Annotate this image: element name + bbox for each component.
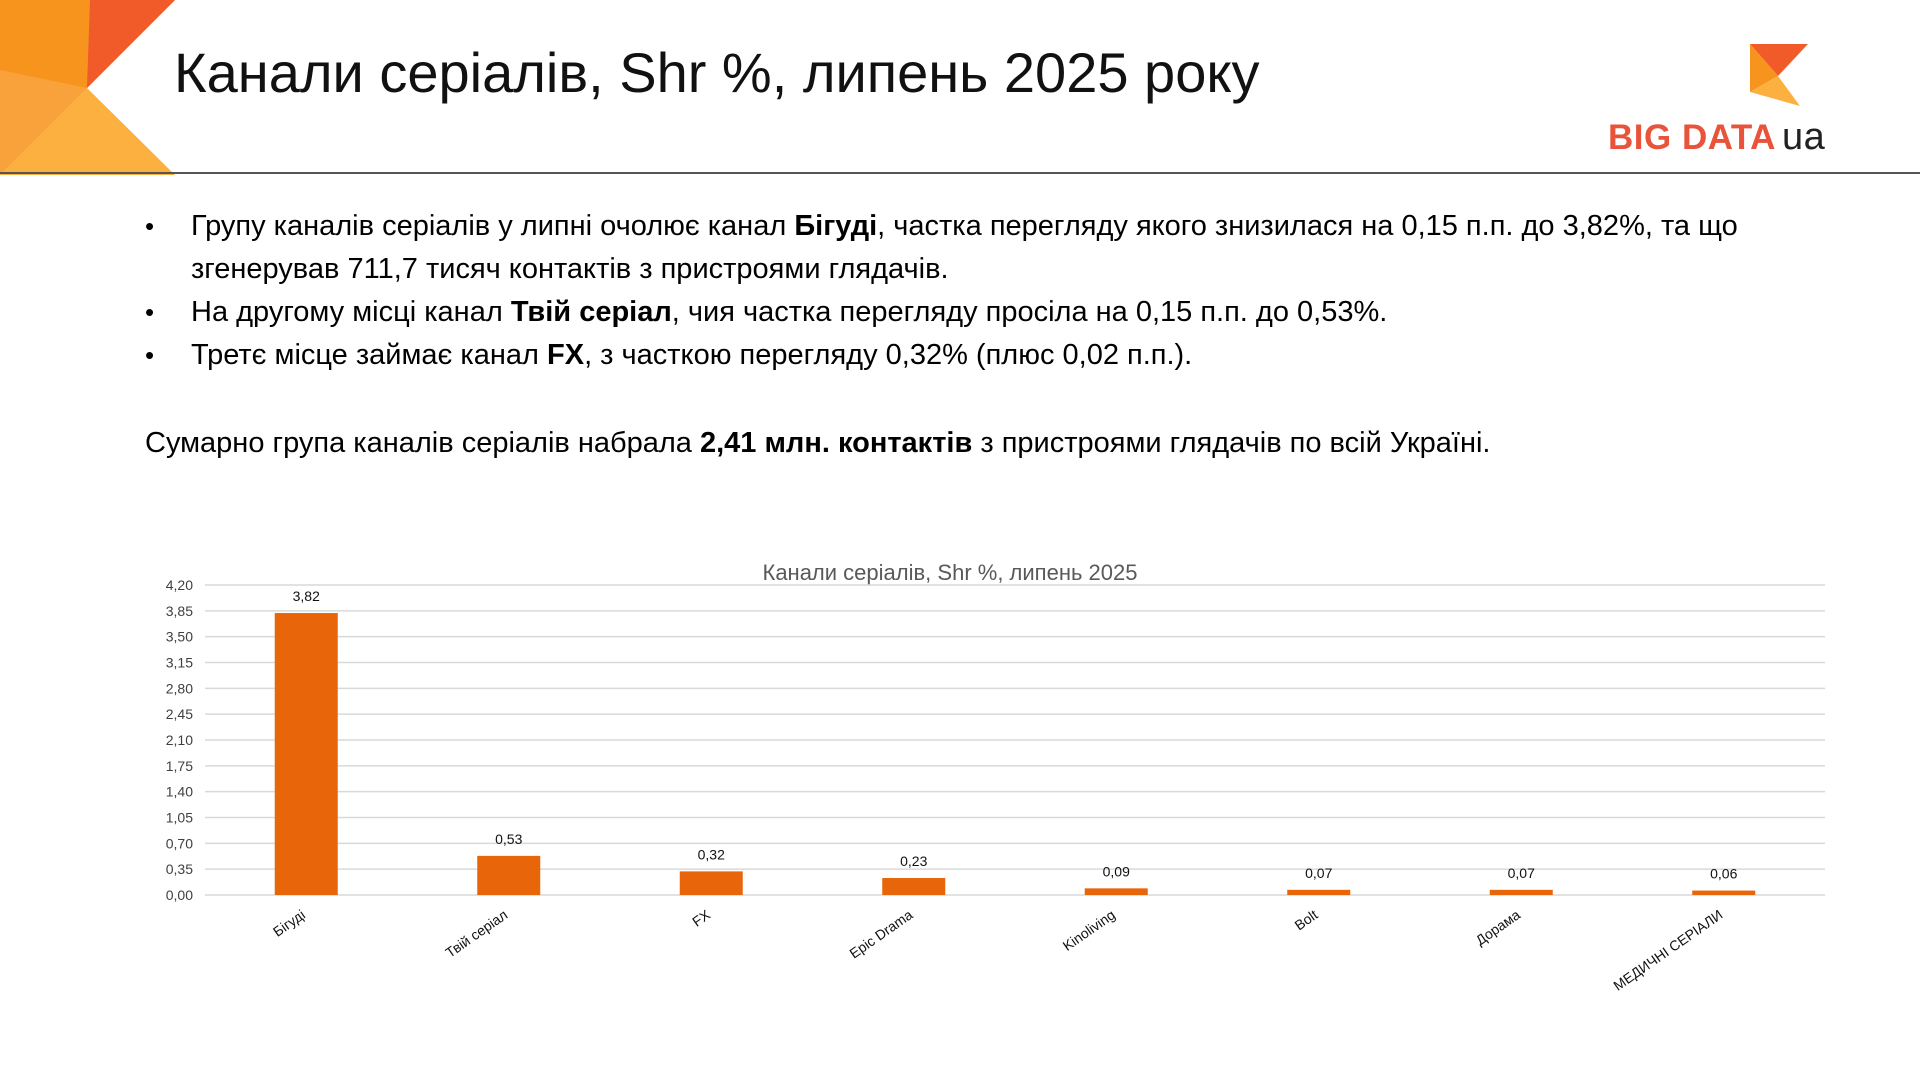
y-tick-label: 3,50 xyxy=(166,629,193,645)
y-tick-label: 2,45 xyxy=(166,706,193,722)
bullet-text: , частка перегляду якого знизилася на 0,… xyxy=(191,210,1738,285)
summary-text: Сумарно група каналів серіалів набрала 2… xyxy=(145,422,1490,465)
y-tick-label: 0,00 xyxy=(166,887,193,903)
bar-value-label: 0,23 xyxy=(900,853,927,869)
x-category-label: Bolt xyxy=(1292,906,1321,933)
bullet-list: Групу каналів серіалів у липні очолює ка… xyxy=(145,205,1785,377)
bullet-item: Третє місце займає канал FX, з часткою п… xyxy=(145,334,1785,377)
summary-post: з пристроями глядачів по всій Україні. xyxy=(972,427,1491,459)
bar-value-label: 0,06 xyxy=(1710,866,1737,882)
y-axis: 0,00 0,35 0,70 1,05 1,40 1,75 2,10 2,45 2,80 3,15… xyxy=(166,577,193,903)
header-divider xyxy=(0,172,1920,174)
bar-value-label: 3,82 xyxy=(293,588,320,604)
x-category-label: Kinoliving xyxy=(1060,906,1118,953)
bar xyxy=(882,878,946,895)
page-title: Канали серіалів, Shr %, липень 2025 року xyxy=(174,41,1260,104)
corner-decoration xyxy=(0,0,175,175)
bar xyxy=(1084,888,1148,895)
summary-pre: Сумарно група каналів серіалів набрала xyxy=(145,427,700,459)
x-category-label: Твій серіал xyxy=(442,906,510,960)
chart-title: Канали серіалів, Shr %, липень 2025 xyxy=(763,560,1138,585)
logo-text-main: BIG DATA xyxy=(1608,118,1776,157)
y-tick-label: 1,05 xyxy=(166,810,193,826)
bar-value-label: 0,07 xyxy=(1305,865,1332,881)
bullet-highlight: Твій серіал xyxy=(510,296,672,328)
chart-grid xyxy=(205,584,1825,896)
bullet-text: , чия частка перегляду просіла на 0,15 п… xyxy=(671,296,1388,328)
y-tick-label: 4,20 xyxy=(166,577,193,593)
bullet-text: , з часткою перегляду 0,32% (плюс 0,02 п… xyxy=(584,339,1193,371)
y-tick-label: 3,85 xyxy=(166,603,193,619)
logo-text-suffix: ua xyxy=(1781,116,1826,158)
y-tick-label: 2,80 xyxy=(166,680,193,696)
bar-value-label: 0,53 xyxy=(495,831,522,847)
x-category-label: Бігуді xyxy=(270,906,308,939)
chart-bars: 3,82 0,53 0,32 0,23 0,09 0,07 0,07 0,06 xyxy=(274,588,1756,895)
bullet-item: Групу каналів серіалів у липні очолює ка… xyxy=(145,205,1785,291)
y-tick-label: 3,15 xyxy=(166,655,193,671)
bullet-highlight: Бігуді xyxy=(794,210,878,242)
y-tick-label: 1,40 xyxy=(166,784,193,800)
bar xyxy=(1489,889,1553,895)
bar-value-label: 0,07 xyxy=(1508,865,1535,881)
bar xyxy=(274,613,338,895)
y-tick-label: 0,35 xyxy=(166,861,193,877)
y-tick-label: 1,75 xyxy=(166,758,193,774)
x-category-label: Epic Drama xyxy=(846,906,915,961)
bar-chart: Канали серіалів, Shr %, липень 2025 0,00… xyxy=(166,560,1825,994)
y-tick-label: 0,70 xyxy=(166,835,193,851)
x-axis: Бігуді Твій серіал FX Epic Drama Kinoliving B… xyxy=(270,906,1726,994)
x-category-label: Дорама xyxy=(1472,906,1523,948)
bullet-item: На другому місці канал Твій серіал, чия … xyxy=(145,291,1785,334)
bullet-text: Групу каналів серіалів у липні очолює ка… xyxy=(191,210,795,242)
bullet-text: На другому місці канал xyxy=(191,296,511,328)
big-data-ua-logo: BIG DATA ua xyxy=(1600,44,1830,159)
bar xyxy=(1287,889,1351,895)
bar xyxy=(477,855,541,895)
x-category-label: МЕДИЧНІ СЕРІАЛИ xyxy=(1610,906,1725,993)
summary-highlight: 2,41 млн. контактів xyxy=(699,427,973,459)
bar-value-label: 0,09 xyxy=(1103,863,1130,879)
logo-mark-icon xyxy=(1750,44,1808,106)
bullet-text: Третє місце займає канал xyxy=(191,339,547,371)
bar-value-label: 0,32 xyxy=(698,846,725,862)
bar xyxy=(1692,890,1756,895)
bullet-highlight: FX xyxy=(547,339,585,371)
bar xyxy=(679,871,743,895)
x-category-label: FX xyxy=(689,906,713,930)
y-tick-label: 2,10 xyxy=(166,732,193,748)
